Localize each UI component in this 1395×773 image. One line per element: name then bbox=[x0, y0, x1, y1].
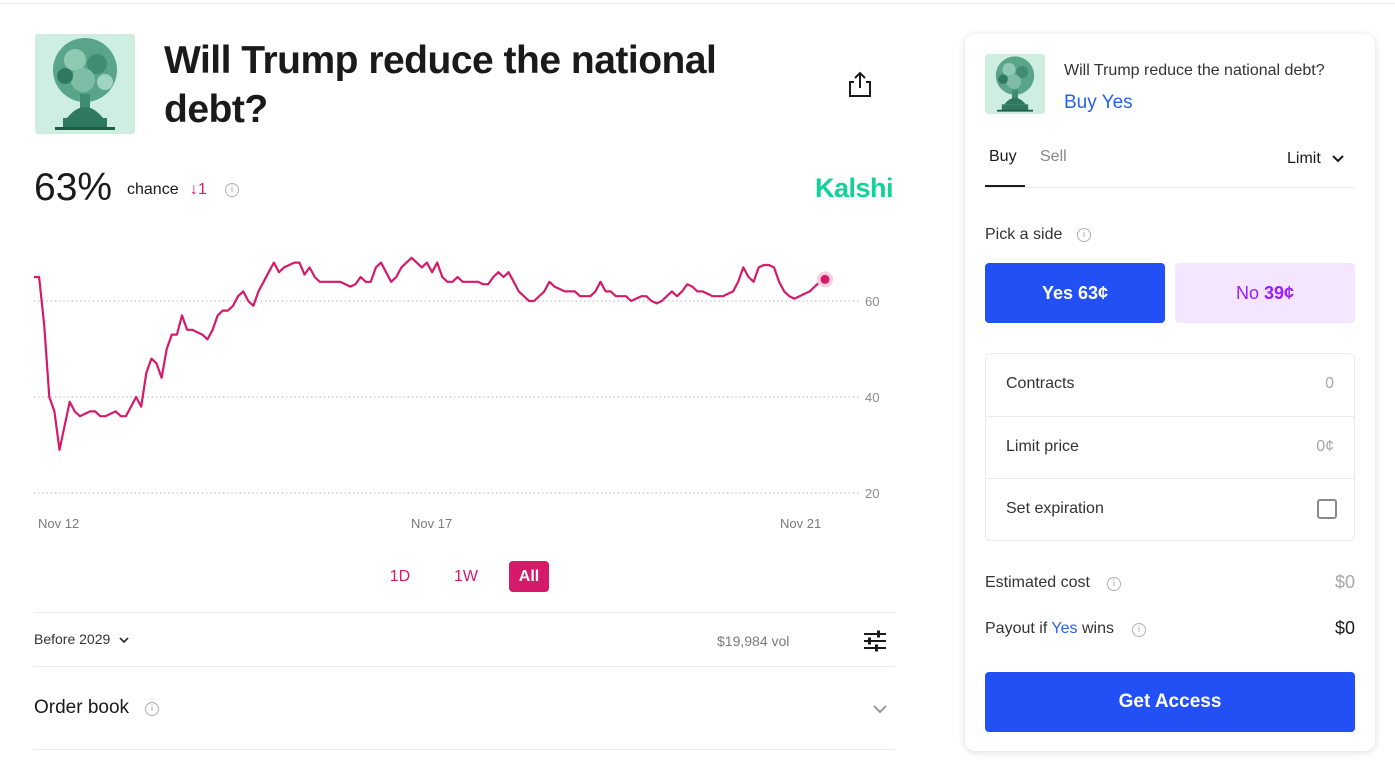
market-title: Will Trump reduce the national debt? bbox=[164, 39, 717, 131]
contracts-field[interactable]: Contracts 0 bbox=[986, 354, 1354, 416]
x-tick-label: Nov 17 bbox=[411, 516, 452, 531]
info-icon[interactable]: i bbox=[1077, 228, 1091, 242]
panel-thumbnail bbox=[985, 54, 1045, 114]
limit-price-label: Limit price bbox=[1006, 438, 1079, 455]
tab-buy[interactable]: Buy bbox=[989, 148, 1017, 165]
active-tab-indicator bbox=[985, 185, 1025, 187]
divider bbox=[34, 666, 895, 667]
limit-price-input[interactable]: 0¢ bbox=[1316, 438, 1334, 455]
payout-prefix: Payout if bbox=[985, 620, 1048, 637]
chevron-down-icon bbox=[1332, 155, 1344, 163]
limit-price-field[interactable]: Limit price 0¢ bbox=[986, 416, 1354, 479]
payout-value: $0 bbox=[1334, 618, 1355, 638]
info-icon[interactable]: i bbox=[225, 183, 239, 197]
tab-sell[interactable]: Sell bbox=[1040, 148, 1067, 165]
y-tick-label: 60 bbox=[865, 294, 879, 309]
settings-button[interactable] bbox=[863, 629, 887, 653]
contracts-input[interactable]: 0 bbox=[1325, 375, 1334, 392]
order-book-expand[interactable] bbox=[871, 700, 889, 718]
order-fields: Contracts 0 Limit price 0¢ Set expiratio… bbox=[985, 353, 1355, 541]
market-thumbnail bbox=[35, 34, 135, 134]
brand-logo: Kalshi bbox=[815, 173, 894, 203]
payout-side: Yes bbox=[1051, 620, 1078, 637]
x-tick-label: Nov 21 bbox=[780, 516, 821, 531]
no-price: 39¢ bbox=[1263, 283, 1295, 303]
panel-title: Will Trump reduce the national debt? bbox=[1064, 62, 1325, 79]
y-tick-label: 20 bbox=[865, 486, 879, 501]
chance-delta: ↓1 bbox=[190, 181, 207, 198]
order-type-label: Limit bbox=[1287, 150, 1321, 167]
yes-button[interactable]: Yes 63¢ bbox=[985, 263, 1165, 323]
range-all-button[interactable]: All bbox=[509, 561, 549, 592]
expiration-field: Set expiration bbox=[986, 478, 1354, 541]
x-tick-label: Nov 12 bbox=[38, 516, 79, 531]
expiration-label: Set expiration bbox=[1006, 500, 1104, 517]
payout-suffix: wins bbox=[1081, 620, 1114, 637]
divider bbox=[34, 749, 895, 750]
chance-series-line bbox=[34, 256, 826, 451]
range-1d-button[interactable]: 1D bbox=[389, 568, 411, 585]
market-select-label: Before 2029 bbox=[34, 631, 111, 647]
chevron-down-icon bbox=[119, 637, 129, 644]
price-chart[interactable]: 60 40 20 Nov 12 Nov 17 Nov 21 bbox=[0, 230, 900, 540]
trade-panel: Will Trump reduce the national debt? Buy… bbox=[965, 34, 1375, 751]
tabs-divider bbox=[985, 187, 1355, 188]
expiration-checkbox[interactable] bbox=[1317, 499, 1337, 519]
order-book-toggle[interactable]: Order book bbox=[34, 697, 130, 718]
get-access-button[interactable]: Get Access bbox=[985, 672, 1355, 732]
chevron-down-icon bbox=[873, 705, 887, 714]
volume: $19,984 vol bbox=[717, 633, 790, 649]
yes-price: 63¢ bbox=[1078, 283, 1109, 303]
contracts-label: Contracts bbox=[1006, 375, 1075, 392]
share-icon bbox=[849, 71, 871, 97]
y-tick-label: 40 bbox=[865, 390, 879, 405]
no-label: No bbox=[1235, 283, 1259, 303]
estimated-cost-value: $0 bbox=[1334, 572, 1355, 592]
range-1w-button[interactable]: 1W bbox=[454, 568, 478, 585]
order-type-select[interactable]: Limit bbox=[1287, 150, 1345, 168]
payout-label: Payout if Yes wins bbox=[985, 620, 1114, 638]
market-select[interactable]: Before 2029 bbox=[34, 631, 130, 647]
chance-value: 63% bbox=[34, 166, 113, 209]
top-divider bbox=[0, 3, 1395, 4]
no-button[interactable]: No 39¢ bbox=[1175, 263, 1355, 323]
sliders-icon bbox=[864, 630, 886, 652]
pick-side-label: Pick a side bbox=[985, 226, 1063, 243]
current-point bbox=[820, 274, 830, 284]
share-button[interactable] bbox=[846, 70, 874, 100]
estimated-cost-label: Estimated cost bbox=[985, 574, 1090, 591]
divider bbox=[34, 612, 895, 613]
chance-label: chance bbox=[127, 181, 179, 198]
info-icon[interactable]: i bbox=[145, 702, 159, 716]
panel-action: Buy Yes bbox=[1064, 92, 1133, 113]
info-icon[interactable]: i bbox=[1132, 623, 1146, 637]
info-icon[interactable]: i bbox=[1107, 577, 1121, 591]
yes-label: Yes bbox=[1041, 283, 1073, 303]
